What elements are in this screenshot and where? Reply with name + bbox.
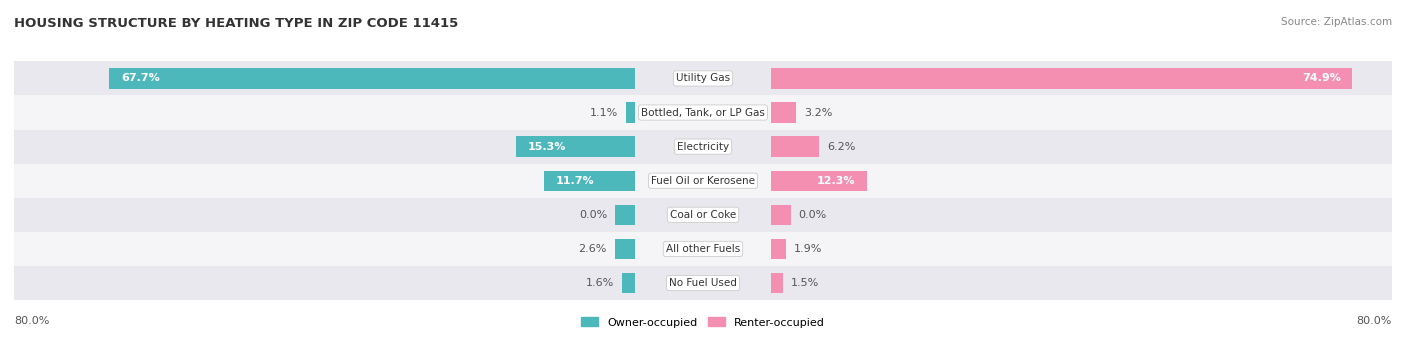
Text: Utility Gas: Utility Gas — [676, 73, 730, 84]
Bar — [14, 130, 634, 164]
Text: 2.6%: 2.6% — [578, 244, 607, 254]
Bar — [623, 273, 634, 293]
Bar — [772, 102, 796, 123]
Text: 80.0%: 80.0% — [14, 315, 49, 326]
Bar — [634, 198, 772, 232]
Bar — [14, 198, 634, 232]
Bar — [634, 95, 772, 130]
Text: 1.9%: 1.9% — [794, 244, 823, 254]
Text: No Fuel Used: No Fuel Used — [669, 278, 737, 288]
Text: 1.1%: 1.1% — [591, 107, 619, 118]
Bar — [634, 266, 772, 300]
Text: Coal or Coke: Coal or Coke — [669, 210, 737, 220]
Bar — [14, 232, 634, 266]
Bar — [772, 68, 1353, 89]
Text: 15.3%: 15.3% — [527, 142, 567, 152]
Bar — [14, 61, 634, 95]
Bar — [772, 130, 1392, 164]
Text: All other Fuels: All other Fuels — [666, 244, 740, 254]
Bar — [772, 61, 1392, 95]
Text: 74.9%: 74.9% — [1302, 73, 1341, 84]
Text: Fuel Oil or Kerosene: Fuel Oil or Kerosene — [651, 176, 755, 186]
Bar — [772, 266, 1392, 300]
Bar — [544, 170, 634, 191]
Bar — [634, 232, 772, 266]
Text: 1.5%: 1.5% — [790, 278, 818, 288]
Legend: Owner-occupied, Renter-occupied: Owner-occupied, Renter-occupied — [576, 313, 830, 332]
Text: 3.2%: 3.2% — [804, 107, 832, 118]
Bar — [110, 68, 634, 89]
Bar — [616, 205, 634, 225]
Bar — [614, 239, 634, 259]
Text: 12.3%: 12.3% — [817, 176, 855, 186]
Text: 6.2%: 6.2% — [827, 142, 855, 152]
Bar — [772, 239, 786, 259]
Bar — [772, 205, 790, 225]
Bar — [772, 95, 1392, 130]
Text: 11.7%: 11.7% — [555, 176, 595, 186]
Bar — [772, 136, 820, 157]
Text: HOUSING STRUCTURE BY HEATING TYPE IN ZIP CODE 11415: HOUSING STRUCTURE BY HEATING TYPE IN ZIP… — [14, 17, 458, 30]
Text: 0.0%: 0.0% — [579, 210, 607, 220]
Text: 0.0%: 0.0% — [799, 210, 827, 220]
Bar — [14, 164, 634, 198]
Text: 1.6%: 1.6% — [586, 278, 614, 288]
Bar — [772, 232, 1392, 266]
Bar — [14, 266, 634, 300]
Bar — [626, 102, 634, 123]
Bar — [772, 164, 1392, 198]
Bar — [14, 95, 634, 130]
Text: Bottled, Tank, or LP Gas: Bottled, Tank, or LP Gas — [641, 107, 765, 118]
Bar — [772, 273, 783, 293]
Bar — [516, 136, 634, 157]
Bar — [772, 170, 866, 191]
Bar — [772, 198, 1392, 232]
Text: 80.0%: 80.0% — [1357, 315, 1392, 326]
Bar — [634, 164, 772, 198]
Bar — [634, 130, 772, 164]
Text: Electricity: Electricity — [676, 142, 730, 152]
Text: Source: ZipAtlas.com: Source: ZipAtlas.com — [1281, 17, 1392, 27]
Bar — [634, 61, 772, 95]
Text: 67.7%: 67.7% — [121, 73, 160, 84]
